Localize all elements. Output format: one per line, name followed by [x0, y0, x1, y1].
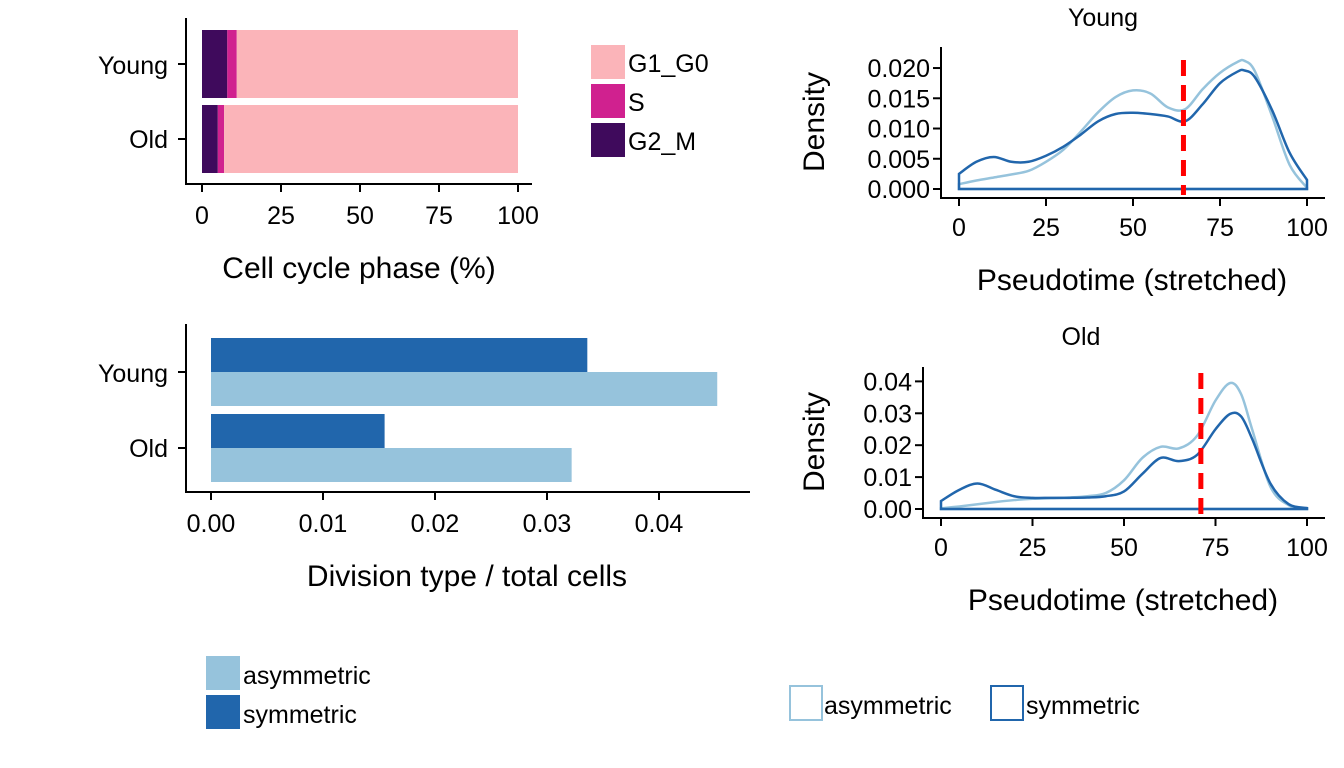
bar-old-g2-m: [202, 105, 218, 173]
p4-x-tick-label-0: 0: [934, 534, 948, 562]
p2-ticks: 0.00 0.01 0.02 0.03 0.04: [178, 371, 684, 538]
p1-x-tick-label-3: 75: [425, 202, 453, 230]
p3-x-axis-title: Pseudotime (stretched): [977, 264, 1287, 297]
p2-category-label-young: Young: [98, 360, 168, 388]
p4-y-axis-title: Density: [798, 392, 831, 492]
p4-x-tick-label-4: 100: [1286, 534, 1328, 562]
p3-y-tick-label-0: 0.000: [867, 176, 930, 204]
bar-young-g1-g0: [236, 30, 518, 98]
bar-old-s: [217, 105, 225, 173]
p3-x-tick-label-1: 25: [1032, 214, 1060, 242]
p3-y-tick-label-4: 0.020: [867, 55, 930, 83]
p2-x-tick-label-0: 0.00: [187, 510, 236, 538]
legend-swatch-asymmetric-line: [789, 685, 823, 721]
p2-bars: [211, 338, 718, 482]
p1-bars: [202, 30, 518, 173]
p3-y-tick-label-3: 0.015: [867, 85, 930, 113]
bar-old-symmetric: [211, 414, 385, 448]
p1-x-tick-label-4: 100: [497, 202, 539, 230]
p1-category-label-old: Old: [129, 126, 168, 154]
p2-x-tick-label-2: 0.02: [411, 510, 460, 538]
p3-y-tick-label-1: 0.005: [867, 146, 930, 174]
legend-label-s: S: [628, 89, 645, 117]
legend-label-asymmetric-line: asymmetric: [824, 692, 952, 720]
legend-label-symmetric: symmetric: [243, 701, 357, 729]
legend-swatch-g2-m: [591, 123, 625, 157]
p3-plot: [957, 58, 1309, 195]
p3-x-tick-label-0: 0: [952, 214, 966, 242]
p4-y-tick-label-3: 0.03: [863, 400, 912, 428]
p4-panel-title: Old: [1062, 323, 1101, 351]
p4-y-tick-label-4: 0.04: [863, 368, 912, 396]
p4-ticks: 0.00 0.01 0.02 0.03 0.04 0 25 50 75 100: [863, 368, 1328, 562]
density-line-symmetric: [939, 411, 1309, 511]
p3-y-tick-label-2: 0.010: [867, 116, 930, 144]
p2-category-label-old: Old: [129, 435, 168, 463]
p3-panel-title: Young: [1068, 4, 1138, 32]
p2-x-tick-label-1: 0.01: [299, 510, 348, 538]
p1-ticks: 0 25 50 75 100: [178, 63, 539, 230]
p4-x-tick-label-2: 50: [1110, 534, 1138, 562]
division-type-chart: 0.00 0.01 0.02 0.03 0.04 Young Old Division …: [98, 324, 750, 729]
legend-swatch-asymmetric: [206, 656, 240, 690]
density-legend: asymmetric symmetric: [789, 685, 1140, 721]
legend-swatch-symmetric: [206, 695, 240, 729]
p2-legend: asymmetric symmetric: [206, 656, 371, 729]
p2-x-tick-label-3: 0.03: [523, 510, 572, 538]
bar-young-asymmetric: [211, 372, 718, 406]
legend-label-g1-g0: G1_G0: [628, 50, 709, 78]
p1-legend: G1_G0 S G2_M: [591, 45, 709, 157]
p4-y-tick-label-0: 0.00: [863, 496, 912, 524]
p3-y-axis-title: Density: [798, 72, 831, 172]
cell-cycle-chart: 0 25 50 75 100 Young Old Cell cycle phase (%…: [98, 18, 709, 285]
bar-old-g1-g0: [224, 105, 518, 173]
density-old-chart: Old 0.00 0.01 0.02 0.03 0.04 0 25 50 75 100 Densi…: [798, 323, 1328, 617]
bar-young-g2-m: [202, 30, 228, 98]
legend-label-g2-m: G2_M: [628, 128, 696, 156]
p4-plot: [939, 373, 1309, 515]
p4-y-tick-label-2: 0.02: [863, 432, 912, 460]
p2-x-axis-title: Division type / total cells: [307, 560, 627, 593]
p1-category-label-young: Young: [98, 52, 168, 80]
bar-young-s: [227, 30, 237, 98]
p4-x-tick-label-1: 25: [1019, 534, 1047, 562]
p1-x-tick-label-2: 50: [346, 202, 374, 230]
density-line-symmetric: [957, 68, 1309, 191]
p2-x-tick-label-4: 0.04: [635, 510, 684, 538]
p4-y-tick-label-1: 0.01: [863, 464, 912, 492]
p4-x-tick-label-3: 75: [1202, 534, 1230, 562]
p1-x-tick-label-0: 0: [195, 202, 209, 230]
legend-swatch-symmetric-line: [990, 685, 1024, 721]
p3-x-tick-label-2: 50: [1119, 214, 1147, 242]
density-line-asymmetric: [957, 58, 1309, 191]
density-line-asymmetric: [939, 381, 1309, 511]
bar-old-asymmetric: [211, 448, 572, 482]
p3-x-tick-label-4: 100: [1286, 214, 1328, 242]
bar-young-symmetric: [211, 338, 588, 372]
p1-x-axis-title: Cell cycle phase (%): [222, 252, 495, 285]
p1-x-tick-label-1: 25: [267, 202, 295, 230]
legend-swatch-g1-g0: [591, 45, 625, 79]
legend-swatch-s: [591, 84, 625, 118]
legend-label-asymmetric: asymmetric: [243, 662, 371, 690]
p3-x-tick-label-3: 75: [1206, 214, 1234, 242]
legend-label-symmetric-line: symmetric: [1026, 692, 1140, 720]
p4-x-axis-title: Pseudotime (stretched): [968, 584, 1278, 617]
